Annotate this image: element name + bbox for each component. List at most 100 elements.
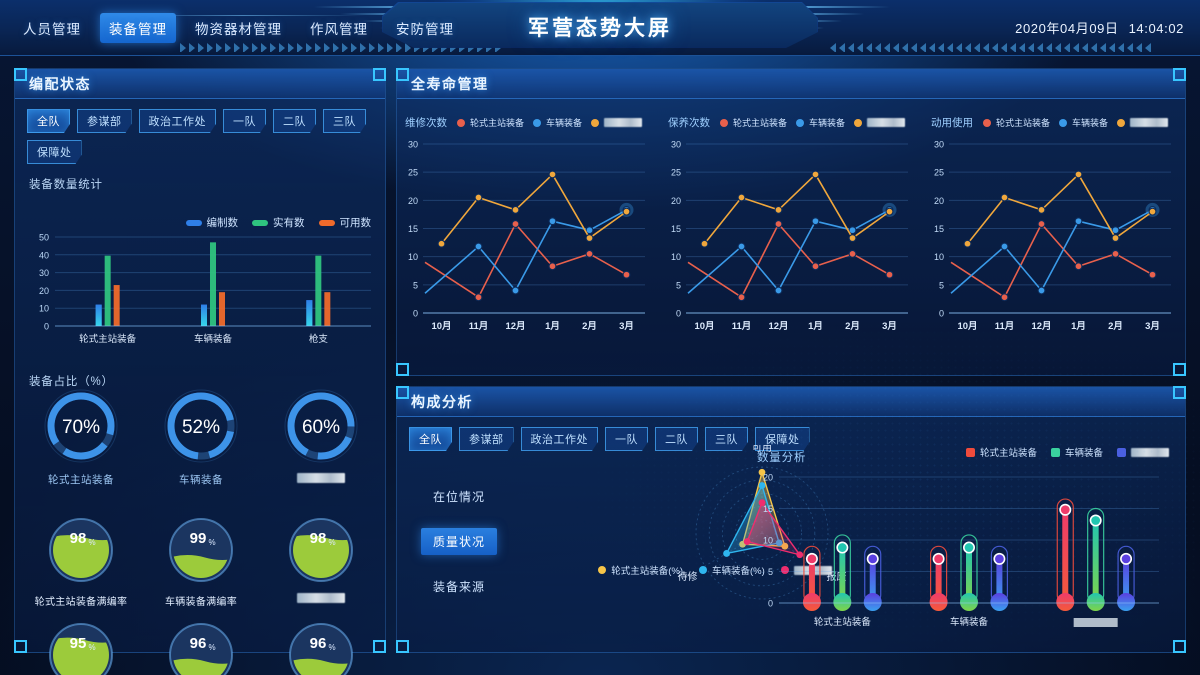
filter-chip[interactable]: 一队 bbox=[223, 109, 266, 133]
legend-item[interactable] bbox=[591, 118, 643, 127]
ring-gauge-svg: 52% bbox=[164, 389, 238, 463]
fill-rate-gauge: 98% 轮式主站装备满编率 bbox=[25, 515, 137, 608]
bar bbox=[104, 255, 111, 326]
legend-item[interactable]: 车辆装备 bbox=[533, 116, 582, 129]
legend-item[interactable] bbox=[1117, 447, 1169, 457]
filter-chip[interactable]: 参谋部 bbox=[459, 427, 514, 451]
svg-text:5: 5 bbox=[413, 280, 418, 290]
legend-item[interactable]: 可用数 bbox=[318, 215, 371, 230]
filter-chip[interactable]: 政治工作处 bbox=[139, 109, 217, 133]
chevron-icon bbox=[974, 43, 980, 52]
page-title: 军营态势大屏 bbox=[528, 17, 672, 40]
nav-item-default[interactable]: 人员管理 bbox=[23, 22, 81, 37]
legend: 轮式主站装备 车辆装备 bbox=[965, 445, 1169, 459]
legend: 编制数 实有数 可用数 bbox=[185, 215, 371, 230]
good-rate-gauge: 96% bbox=[265, 620, 377, 675]
thermometer-bulb bbox=[833, 593, 852, 611]
filter-chip[interactable]: 三队 bbox=[323, 109, 366, 133]
chevron-icon bbox=[324, 43, 330, 52]
legend-item[interactable] bbox=[1117, 118, 1169, 127]
nav-item-default[interactable]: 作风管理 bbox=[310, 22, 368, 37]
data-point bbox=[737, 242, 746, 251]
legend-label: 车辆装备 bbox=[546, 118, 583, 128]
svg-text:20: 20 bbox=[408, 196, 418, 206]
svg-text:3月: 3月 bbox=[882, 321, 897, 332]
composition-tab[interactable]: 装备来源 bbox=[433, 580, 486, 594]
legend-swatch bbox=[318, 219, 335, 226]
svg-text:20: 20 bbox=[934, 196, 944, 206]
legend-item[interactable]: 车辆装备 bbox=[1059, 116, 1108, 129]
thermometer-fill bbox=[839, 547, 846, 603]
legend-label: 轮式主站装备 bbox=[470, 118, 525, 128]
filter-chip[interactable]: 参谋部 bbox=[77, 109, 132, 133]
corner-tl bbox=[396, 386, 409, 399]
filter-chip[interactable]: 二队 bbox=[273, 109, 316, 133]
chevron-icon bbox=[387, 43, 393, 52]
wave-gauge-svg: 98% bbox=[49, 518, 113, 582]
chevron-icon bbox=[1028, 43, 1034, 52]
legend-item[interactable]: 轮式主站装备 bbox=[965, 445, 1037, 459]
filter-chip[interactable]: 政治工作处 bbox=[521, 427, 599, 451]
quantity-analysis-chart: 0 5 10 15 20 轮式主站装备 车辆装备 bbox=[749, 463, 1167, 640]
chevron-icon bbox=[1109, 43, 1115, 52]
ring-arc bbox=[287, 392, 355, 460]
ratio-ring: 70% 轮式主站装备 bbox=[26, 387, 136, 487]
filter-chip[interactable]: 二队 bbox=[655, 427, 698, 451]
radar-point bbox=[743, 538, 751, 545]
svg-text:11月: 11月 bbox=[732, 321, 752, 332]
nav-item-active[interactable]: 装备管理 bbox=[100, 13, 176, 43]
filter-chip[interactable]: 三队 bbox=[705, 427, 748, 451]
legend-swatch bbox=[1050, 447, 1060, 457]
svg-text:10月: 10月 bbox=[694, 321, 714, 332]
legend-label: 编制数 bbox=[206, 217, 239, 229]
legend-label: 车辆装备(%) bbox=[712, 566, 765, 577]
legend-item[interactable]: 编制数 bbox=[185, 215, 239, 230]
legend-item[interactable]: 实有数 bbox=[252, 215, 305, 230]
panel-lifecycle-management: 全寿命管理 维修次数 轮式主站装备 车辆装备 0 5 10 15 20 25 30 10月 11… bbox=[396, 68, 1186, 376]
filter-chip[interactable]: 保障处 bbox=[27, 140, 82, 164]
data-point bbox=[474, 293, 483, 302]
svg-text:10: 10 bbox=[763, 536, 773, 546]
filter-chip[interactable]: 全队 bbox=[409, 427, 452, 451]
legend-item[interactable]: 车辆装备(%) bbox=[699, 563, 765, 577]
data-point bbox=[1111, 249, 1120, 258]
bar bbox=[113, 285, 120, 326]
legend-label: 轮式主站装备 bbox=[979, 448, 1037, 459]
svg-text:1月: 1月 bbox=[1071, 321, 1086, 332]
nav-item-default[interactable]: 安防管理 bbox=[396, 22, 454, 37]
chevron-icon bbox=[315, 43, 321, 52]
legend-item[interactable] bbox=[854, 118, 906, 127]
filter-chip[interactable]: 一队 bbox=[605, 427, 648, 451]
legend-item[interactable]: 轮式主站装备 bbox=[720, 116, 787, 129]
wave-label bbox=[265, 593, 377, 604]
legend-item[interactable]: 车辆装备 bbox=[796, 116, 845, 129]
nav-item-default[interactable]: 物资器材管理 bbox=[195, 22, 282, 37]
composition-tab[interactable]: 在位情况 bbox=[433, 490, 486, 504]
data-point bbox=[1000, 293, 1009, 302]
panel-title-lifecycle: 全寿命管理 bbox=[397, 69, 1185, 99]
clock-date: 2020年04月09日 bbox=[1015, 21, 1119, 36]
chevron-icon bbox=[839, 43, 845, 52]
data-point bbox=[511, 220, 520, 228]
legend-item[interactable]: 轮式主站装备 bbox=[457, 116, 524, 129]
filter-chip[interactable]: 保障处 bbox=[755, 427, 810, 451]
legend-swatch bbox=[983, 118, 991, 127]
line-series bbox=[424, 209, 627, 294]
line-charts-row: 维修次数 轮式主站装备 车辆装备 0 5 10 15 20 25 30 10月 11月 12月 1月… bbox=[397, 115, 1187, 344]
composition-tab[interactable]: 质量状况 bbox=[421, 528, 498, 555]
chevron-icon bbox=[902, 43, 908, 52]
filter-chip[interactable]: 全队 bbox=[27, 109, 70, 133]
line-chart-svg: 0 5 10 15 20 25 30 10月 11月 12月 1月 2月 3月 bbox=[408, 140, 645, 332]
legend-item[interactable]: 车辆装备 bbox=[1050, 445, 1103, 459]
ring-label: 车辆装备 bbox=[179, 474, 223, 486]
legend-item[interactable]: 轮式主站装备(%) bbox=[598, 563, 683, 577]
data-point bbox=[474, 193, 483, 202]
chevron-icon bbox=[351, 43, 357, 52]
corner-tl bbox=[14, 68, 27, 81]
legend-swatch bbox=[598, 566, 607, 574]
chevron-icon bbox=[252, 43, 258, 52]
redacted-label bbox=[297, 473, 345, 484]
legend-item[interactable]: 轮式主站装备 bbox=[983, 116, 1050, 129]
data-point bbox=[811, 217, 820, 226]
